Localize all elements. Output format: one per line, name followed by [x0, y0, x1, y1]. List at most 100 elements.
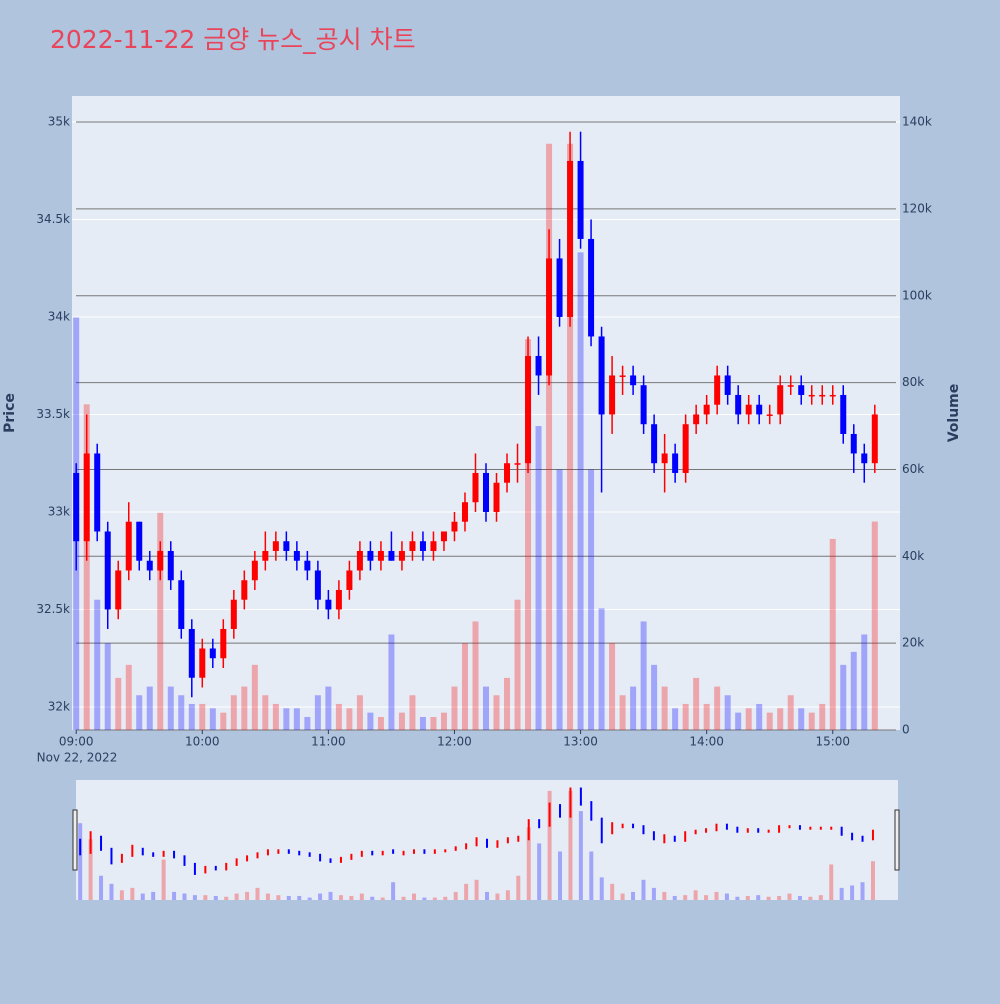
- volume-bar: [241, 686, 248, 730]
- candle-body: [83, 453, 90, 542]
- candle-body: [766, 414, 773, 416]
- slider-volume-bar: [756, 895, 761, 900]
- candle-body: [430, 541, 437, 551]
- candle-body: [472, 472, 479, 503]
- candle-body: [703, 404, 710, 415]
- slider-volume-bar: [526, 827, 531, 900]
- y-tick-label: 32.5k: [36, 602, 70, 616]
- volume-bar: [504, 677, 511, 730]
- slider-volume-bar: [651, 887, 656, 900]
- volume-bar: [335, 703, 342, 730]
- slider-volume-bar: [745, 895, 750, 900]
- candle-body: [724, 375, 731, 395]
- slider-volume-bar: [140, 893, 145, 900]
- candle-body: [630, 375, 637, 386]
- volume-bar: [388, 634, 395, 730]
- volume-bar: [167, 686, 174, 730]
- candle-body: [850, 433, 857, 454]
- volume-bar: [598, 608, 605, 730]
- slider-volume-bar: [307, 897, 312, 900]
- slider-volume-bar: [631, 891, 636, 900]
- slider-volume-bar: [151, 891, 156, 900]
- slider-handle-right[interactable]: [894, 809, 900, 871]
- candle-body: [461, 502, 468, 522]
- volume-bar: [609, 643, 616, 730]
- slider-volume-bar: [818, 895, 823, 900]
- volume-bar: [430, 716, 437, 730]
- volume-bar: [314, 695, 321, 730]
- candle-body: [714, 375, 721, 405]
- slider-volume-bar: [276, 895, 281, 900]
- volume-bar: [178, 695, 185, 730]
- slider-volume-bar: [474, 879, 479, 900]
- candle-body: [377, 550, 384, 561]
- candle-body: [167, 550, 174, 581]
- y-tick-label: 34.5k: [36, 212, 70, 226]
- volume-bar: [535, 426, 542, 730]
- y-tick-label: 32k: [48, 699, 70, 713]
- slider-volume-bar: [589, 851, 594, 900]
- volume-bar: [808, 712, 815, 730]
- y2-axis-title: Volume: [946, 384, 962, 443]
- volume-bar: [325, 686, 332, 730]
- volume-bar: [514, 599, 521, 730]
- candle-body: [220, 628, 227, 659]
- candle-body: [609, 375, 616, 415]
- candle-body: [808, 394, 815, 397]
- slider-volume-bar: [130, 887, 135, 900]
- candle-body: [567, 160, 574, 317]
- slider-volume-bar: [172, 891, 177, 900]
- volume-bar: [377, 716, 384, 730]
- candle-body: [356, 550, 363, 571]
- slider-volume-bar: [683, 895, 688, 900]
- candle-body: [335, 589, 342, 610]
- volume-bar: [188, 703, 195, 730]
- volume-bar: [451, 686, 458, 730]
- candle-body: [640, 385, 647, 425]
- candle-body: [588, 238, 595, 337]
- volume-bar: [209, 708, 216, 730]
- y-tick-label: 33k: [48, 504, 70, 518]
- candle-body: [188, 628, 195, 678]
- candle-body: [735, 394, 742, 415]
- candle-body: [367, 550, 374, 561]
- slider-volume-bar: [787, 893, 792, 900]
- volume-bar: [220, 712, 227, 730]
- x-tick-label: 09:00: [59, 735, 94, 749]
- slider-volume-bar: [578, 811, 583, 900]
- slider-volume-bar: [286, 895, 291, 900]
- y-tick-label: 34k: [48, 309, 70, 323]
- candle-body: [798, 385, 805, 395]
- candle-body: [314, 570, 321, 600]
- slider-volume-bar: [370, 896, 375, 900]
- slider-volume-bar: [119, 890, 124, 900]
- y2-tick-label: 80k: [902, 375, 924, 389]
- volume-bar: [861, 634, 868, 730]
- slider-volume-bar: [547, 790, 552, 900]
- volume-bar: [672, 708, 679, 730]
- candle-body: [209, 648, 216, 659]
- slider-volume-bar: [443, 896, 448, 900]
- volume-bar: [304, 716, 311, 730]
- slider-volume-bar: [693, 890, 698, 900]
- candle-body: [409, 541, 416, 551]
- slider-volume-bar: [870, 861, 875, 900]
- candle-body: [325, 599, 332, 610]
- slider-volume-bar: [99, 875, 104, 900]
- candle-body: [136, 521, 143, 561]
- volume-bar: [619, 695, 626, 730]
- slider-volume-bar: [620, 893, 625, 900]
- y2-tick-label: 40k: [902, 549, 924, 563]
- slider-handle-left[interactable]: [72, 809, 78, 871]
- slider-volume-bar: [662, 891, 667, 900]
- volume-bar: [703, 703, 710, 730]
- candle-body: [73, 472, 80, 542]
- candle-body: [756, 404, 763, 415]
- slider-volume-bar: [860, 882, 865, 900]
- x-tick-label: 14:00: [689, 735, 724, 749]
- slider-volume-bar: [349, 895, 354, 900]
- volume-bar: [104, 643, 111, 730]
- slider-volume-bar: [245, 891, 250, 900]
- slider-volume-bar: [558, 851, 563, 900]
